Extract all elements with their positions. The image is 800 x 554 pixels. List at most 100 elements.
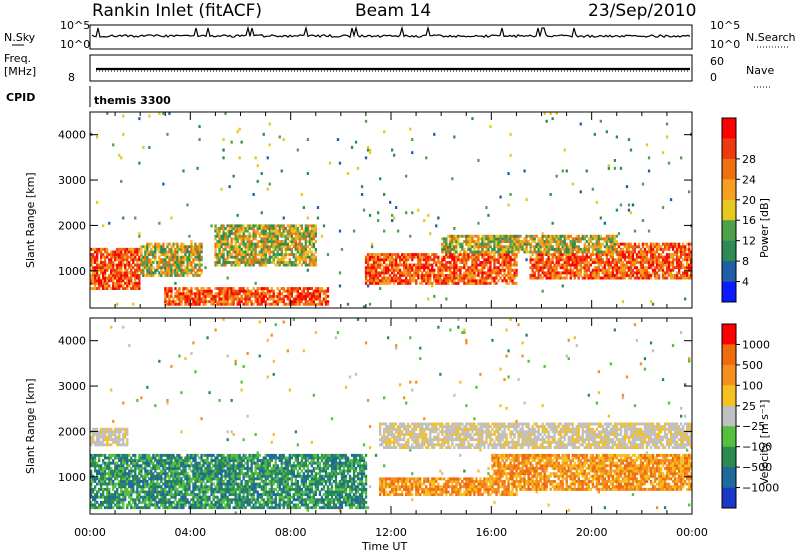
power-cell — [569, 263, 572, 267]
cpid-label: CPID — [6, 91, 35, 104]
velocity-cell — [126, 461, 129, 465]
power-cell — [314, 261, 318, 264]
power-cell — [308, 261, 312, 264]
power-cell — [593, 274, 597, 277]
velocity-cell — [144, 495, 147, 499]
power-cell — [489, 276, 492, 280]
power-cell — [230, 224, 233, 228]
power-cell — [680, 263, 683, 267]
power-cell — [238, 232, 241, 236]
power-cell — [286, 229, 290, 233]
power-cell — [176, 271, 179, 275]
velocity-cell — [104, 427, 107, 431]
power-cell — [156, 266, 159, 270]
velocity-cell — [138, 459, 141, 463]
power-cell — [571, 274, 574, 277]
power-cell — [178, 258, 181, 262]
power-cell — [495, 258, 498, 262]
power-cell — [98, 276, 101, 280]
velocity-cell — [122, 401, 125, 405]
power-cell — [581, 266, 584, 270]
velocity-cell — [124, 472, 127, 476]
power-cell — [505, 237, 508, 241]
power-cell — [669, 263, 673, 267]
velocity-cell — [158, 493, 161, 497]
power-cell — [669, 274, 673, 277]
power-cell — [569, 240, 572, 244]
power-cell — [597, 271, 601, 275]
velocity-cell — [168, 459, 171, 463]
power-cell — [252, 224, 255, 228]
power-cell — [477, 281, 480, 285]
velocity-cell — [132, 490, 135, 494]
power-cell — [549, 193, 552, 196]
power-cell — [110, 268, 113, 272]
power-cell — [226, 237, 229, 241]
power-cell — [242, 240, 245, 244]
power-cell — [633, 242, 637, 246]
power-cell — [224, 245, 227, 249]
power-cell — [473, 266, 476, 270]
velocity-cell — [140, 485, 143, 489]
power-cell — [116, 302, 119, 306]
power-cell — [222, 242, 225, 246]
power-cell — [298, 253, 302, 257]
velocity-cell — [100, 480, 103, 483]
power-cell — [497, 253, 500, 257]
power-cell — [306, 138, 310, 142]
power-cell — [294, 263, 298, 267]
power-cell — [537, 242, 540, 246]
power-cell — [126, 255, 129, 259]
power-cell — [222, 232, 225, 236]
velocity-cell — [148, 464, 151, 468]
velocity-cell — [122, 506, 125, 510]
power-cell — [188, 261, 191, 264]
power-cell — [160, 258, 163, 262]
velocity-cell — [108, 480, 111, 483]
power-cell — [565, 255, 568, 259]
power-cell — [90, 287, 93, 291]
power-cell — [387, 268, 390, 272]
power-cell — [651, 271, 655, 275]
power-cell — [405, 261, 408, 264]
power-cell — [587, 240, 591, 244]
velocity-cell — [92, 453, 95, 457]
power-cell — [298, 297, 302, 301]
power-cell — [665, 268, 669, 272]
power-cell — [96, 287, 99, 291]
power-cell — [300, 227, 304, 230]
power-cell — [238, 242, 241, 246]
velocity-cell — [126, 467, 129, 470]
power-cell — [635, 261, 639, 264]
power-cell — [437, 261, 440, 264]
power-cell — [563, 271, 566, 275]
power-cell — [529, 276, 532, 280]
power-cell — [256, 297, 259, 301]
power-cell — [226, 300, 229, 304]
power-cell — [172, 255, 175, 259]
power-cell — [535, 261, 538, 264]
power-cell — [110, 287, 113, 291]
power-cell — [292, 289, 296, 293]
power-cell — [445, 266, 448, 270]
power-cell — [559, 258, 562, 262]
power-cell — [164, 300, 167, 304]
power-cell — [443, 245, 446, 249]
velocity-cell — [146, 459, 149, 463]
power-cell — [260, 240, 263, 244]
power-ytick-label: 3000 — [58, 174, 86, 187]
power-cell — [288, 247, 292, 251]
power-cell — [619, 203, 623, 207]
velocity-cell — [106, 456, 109, 460]
power-cell — [411, 253, 414, 257]
power-cell — [631, 247, 635, 251]
power-cell — [483, 279, 486, 283]
power-cell — [603, 271, 607, 275]
power-cell — [224, 294, 227, 298]
power-cell — [276, 287, 279, 291]
power-cell — [228, 185, 231, 189]
power-cell — [407, 258, 410, 262]
power-cell — [533, 276, 536, 280]
power-cell — [314, 289, 318, 293]
velocity-cell — [98, 440, 101, 444]
